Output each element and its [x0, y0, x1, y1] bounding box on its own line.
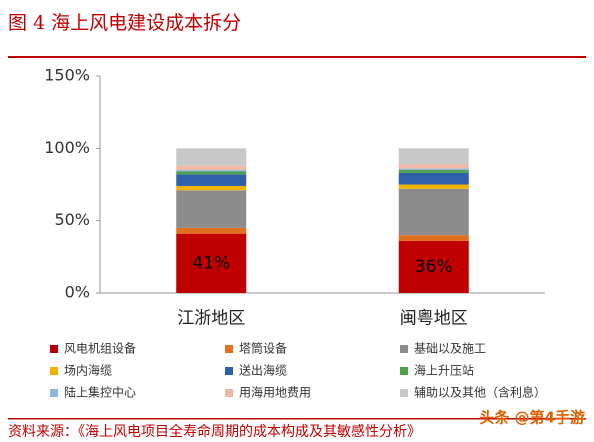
bar-segment	[176, 227, 247, 234]
bar-segment	[398, 188, 469, 236]
x-tick-label: 江浙地区	[177, 309, 245, 329]
title-rule	[8, 56, 586, 58]
legend-swatch	[225, 367, 233, 375]
bar-segment	[398, 240, 469, 293]
bar-segment	[176, 233, 247, 293]
footer-rule	[8, 418, 586, 420]
bar-segment	[176, 185, 247, 191]
legend-label: 场内海缆	[64, 363, 112, 378]
watermark: 头条 @第4手游	[479, 409, 585, 427]
bar-segment	[176, 171, 247, 175]
legend-swatch	[400, 345, 408, 353]
legend-swatch	[50, 389, 58, 397]
source-note: 资料来源：《海上风电项目全寿命周期的成本构成及其敏感性分析》	[8, 423, 421, 440]
legend-label: 送出海缆	[239, 363, 287, 378]
bar-segment	[398, 172, 469, 185]
legend-swatch	[225, 389, 233, 397]
chart-title: 图 4 海上风电建设成本拆分	[8, 12, 241, 34]
legend-label: 用海用地费用	[239, 385, 311, 400]
legend-label: 风电机组设备	[64, 342, 136, 356]
value-label: 36%	[415, 257, 453, 277]
y-tick-label: 50%	[54, 210, 90, 229]
legend-swatch	[50, 367, 58, 375]
bar-segment	[398, 148, 469, 165]
x-tick-label: 闽粤地区	[400, 309, 468, 329]
legend-label: 陆上集控中心	[64, 385, 136, 400]
bar-segment	[398, 170, 469, 173]
y-tick-label: 0%	[65, 283, 90, 302]
legend-swatch	[400, 389, 408, 397]
bar-segment	[398, 168, 469, 171]
y-tick-label: 100%	[44, 138, 90, 157]
bar-segment	[398, 235, 469, 241]
legend-label: 塔筒设备	[239, 341, 287, 356]
bar-segment	[176, 165, 247, 171]
legend-swatch	[50, 345, 58, 353]
bar-segment	[176, 170, 247, 172]
legend-label: 辅助以及其他（含利息）	[414, 385, 546, 400]
legend-swatch	[400, 367, 408, 375]
bar-segment	[176, 174, 247, 186]
bar-segment	[176, 148, 247, 166]
y-tick-label: 150%	[44, 66, 90, 85]
legend-label: 基础以及施工	[414, 342, 486, 356]
bar-segment	[176, 190, 247, 228]
legend-swatch	[225, 345, 233, 353]
legend-label: 海上升压站	[414, 363, 474, 378]
bar-segment	[398, 164, 469, 169]
value-label: 41%	[192, 253, 230, 273]
bar-segment	[398, 184, 469, 189]
